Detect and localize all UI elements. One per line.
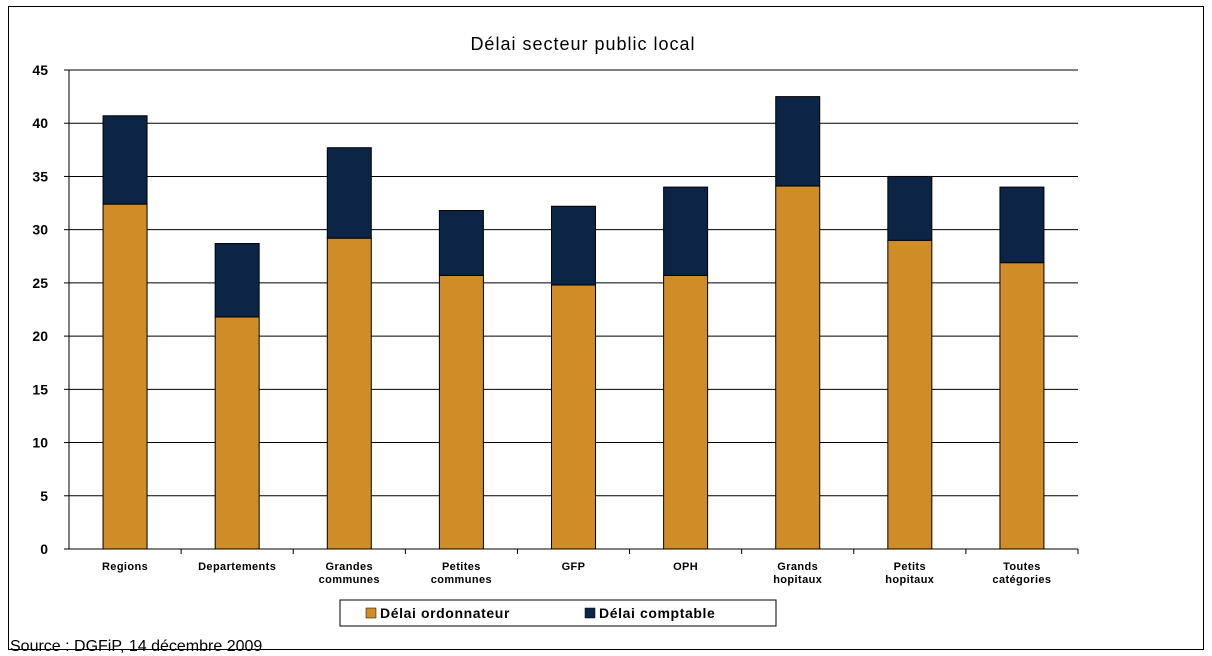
y-tick-label: 40	[32, 115, 48, 131]
y-tick-label: 25	[32, 275, 48, 291]
bar-segment-comptable	[214, 243, 260, 318]
bar-segment-comptable	[887, 175, 933, 241]
x-tick-label: hopitaux	[885, 574, 935, 586]
chart-title: Délai secteur public local	[470, 34, 695, 54]
bar-segment-ordonnateur	[663, 274, 709, 550]
bar-segment-comptable	[102, 115, 148, 205]
bar-segment-ordonnateur	[999, 262, 1045, 550]
bar-segment-ordonnateur	[214, 316, 260, 550]
y-tick-label: 10	[32, 435, 48, 451]
x-tick-label: Toutes	[1003, 561, 1041, 573]
bar-segment-comptable	[551, 205, 596, 286]
x-tick-label: Departements	[198, 561, 276, 573]
x-tick-label: communes	[431, 574, 492, 586]
bar-segment-ordonnateur	[438, 274, 484, 550]
x-tick-label: Grands	[777, 561, 818, 573]
bar-segment-comptable	[999, 186, 1045, 264]
y-tick-label: 20	[32, 328, 48, 344]
legend-label-comptable: Délai comptable	[599, 605, 715, 621]
y-tick-label: 35	[32, 168, 48, 184]
y-tick-label: 45	[32, 62, 48, 78]
bar-segment-comptable	[663, 186, 709, 276]
legend-label-ordonnateur: Délai ordonnateur	[380, 605, 510, 621]
y-tick-label: 0	[40, 541, 48, 557]
x-tick-label: Petites	[442, 561, 481, 573]
y-tick-label: 5	[40, 488, 48, 504]
x-tick-label: Grandes	[326, 561, 373, 573]
bar-segment-ordonnateur	[326, 237, 372, 550]
bars	[102, 96, 1045, 550]
x-tick-label: Regions	[102, 561, 148, 573]
x-tick-label: communes	[319, 574, 380, 586]
legend-box	[339, 599, 777, 627]
bar-segment-ordonnateur	[551, 284, 596, 550]
bar-segment-ordonnateur	[887, 239, 933, 550]
source-note: Source : DGFiP, 14 décembre 2009	[10, 638, 263, 655]
bar-segment-comptable	[438, 210, 484, 276]
bar-segment-comptable	[775, 96, 821, 187]
y-tick-label: 30	[32, 222, 48, 238]
x-tick-label: catégories	[992, 574, 1051, 586]
legend-swatch-comptable	[584, 607, 596, 619]
bar-segment-ordonnateur	[102, 203, 148, 550]
x-tick-label: hopitaux	[773, 574, 823, 586]
axes: 0 5 10 15 20 25 30 35 40 45 Regions Departements Gra…	[32, 62, 1079, 586]
bar-segment-comptable	[326, 147, 372, 239]
x-tick-label: GFP	[562, 561, 586, 573]
x-tick-label: Petits	[894, 561, 926, 573]
x-tick-label: OPH	[673, 561, 698, 573]
y-tick-label: 15	[32, 381, 48, 397]
legend-swatch-ordonnateur	[365, 607, 377, 619]
legend: Délai ordonnateur Délai comptable	[339, 599, 777, 627]
bar-segment-ordonnateur	[775, 185, 821, 550]
